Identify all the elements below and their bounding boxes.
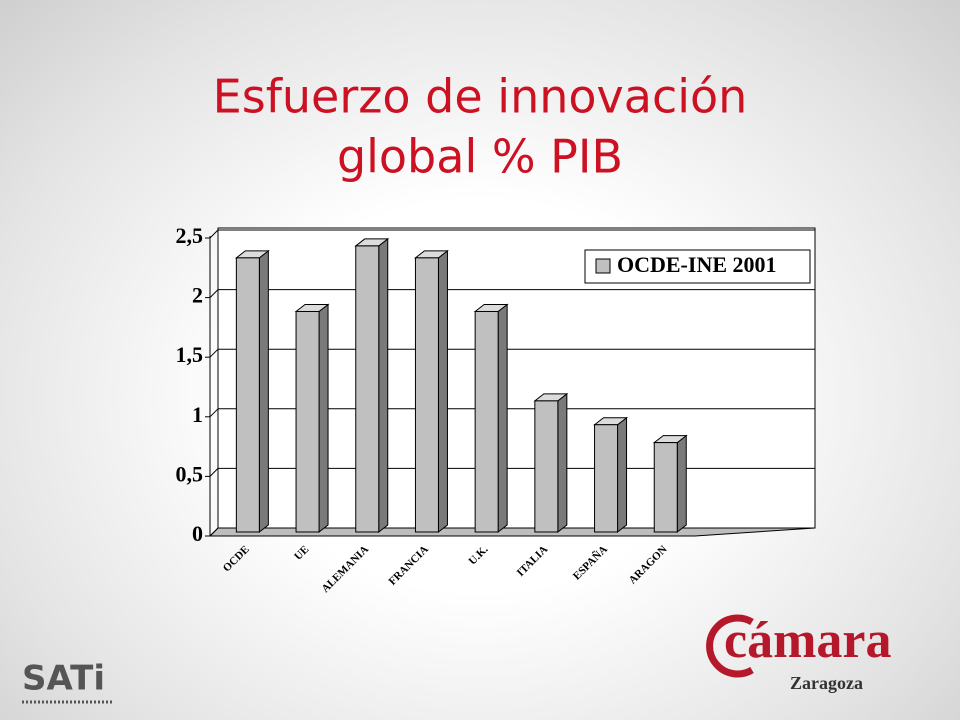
- bar: [534, 400, 559, 533]
- bar-side: [497, 303, 508, 534]
- legend-label: OCDE-INE 2001: [617, 252, 777, 277]
- x-tick-label: U.K.: [467, 543, 491, 567]
- bar: [295, 310, 320, 533]
- y-tick-label: 0: [192, 521, 203, 546]
- legend-swatch: [595, 258, 611, 274]
- bar-side: [378, 237, 389, 534]
- bar: [355, 245, 380, 533]
- y-tick-label: 2,5: [176, 223, 204, 248]
- y-tick-label: 2: [192, 283, 203, 308]
- x-tick-label: ITALIA: [515, 543, 551, 579]
- bar-side: [557, 392, 568, 534]
- x-tick-label: OCDE: [221, 543, 252, 574]
- x-tick-label: ALEMANIA: [319, 543, 371, 595]
- bar: [235, 257, 260, 533]
- chart-subtitle: global % PIB: [337, 130, 623, 184]
- chart-title: Esfuerzo de innovación: [213, 70, 748, 124]
- logo-right-sub: Zaragoza: [790, 673, 863, 693]
- bar: [653, 442, 678, 533]
- grid-line-side: [209, 468, 219, 477]
- grid-line-side: [209, 289, 219, 298]
- bar-side: [318, 303, 329, 534]
- bar-side: [437, 249, 448, 534]
- bar: [414, 257, 439, 533]
- x-tick-label: ARAGON: [627, 543, 670, 586]
- grid-line-side: [209, 408, 219, 418]
- y-tick-label: 0,5: [176, 461, 204, 486]
- legend-box: [584, 249, 811, 284]
- logo-left: SATi: [22, 659, 105, 699]
- grid-line-side: [209, 527, 219, 537]
- logo-c: [706, 614, 754, 678]
- bar: [594, 424, 619, 533]
- bar-side: [258, 249, 269, 534]
- x-tick-label: FRANCIA: [387, 543, 431, 587]
- y-tick-label: 1: [192, 402, 203, 427]
- bar-side: [617, 416, 628, 534]
- x-tick-label: ESPAÑA: [571, 543, 610, 582]
- x-tick-label: UE: [292, 543, 311, 562]
- grid-line-side: [209, 348, 219, 358]
- bar-side: [676, 434, 687, 534]
- logo-right: cámara: [724, 612, 891, 669]
- y-tick-label: 1,5: [176, 342, 204, 367]
- bar: [474, 310, 499, 533]
- grid-line-side: [209, 229, 219, 239]
